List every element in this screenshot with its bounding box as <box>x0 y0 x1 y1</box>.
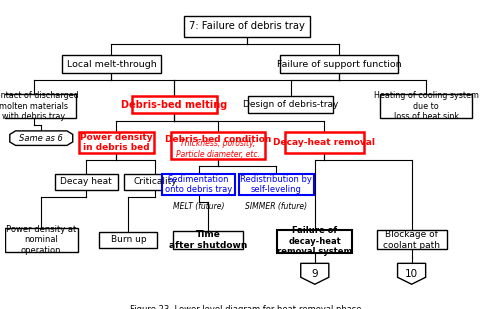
Text: Debris-bed condition: Debris-bed condition <box>165 135 271 144</box>
Text: Sedimentation
onto debris tray: Sedimentation onto debris tray <box>165 175 232 194</box>
Text: Criticality: Criticality <box>133 177 177 186</box>
FancyBboxPatch shape <box>55 174 118 190</box>
FancyBboxPatch shape <box>285 132 365 153</box>
FancyBboxPatch shape <box>0 94 77 118</box>
Text: Power density at
nominal
operation: Power density at nominal operation <box>6 225 77 255</box>
Polygon shape <box>10 131 73 146</box>
FancyBboxPatch shape <box>173 231 244 248</box>
Text: Debris-bed melting: Debris-bed melting <box>121 100 228 110</box>
Text: Failure of
decay-heat
removal system: Failure of decay-heat removal system <box>277 226 352 256</box>
FancyBboxPatch shape <box>62 55 161 73</box>
FancyBboxPatch shape <box>171 132 265 159</box>
Text: Thickness, porosity,
Particle diameter, etc.: Thickness, porosity, Particle diameter, … <box>176 139 260 159</box>
Text: 10: 10 <box>405 269 418 279</box>
Polygon shape <box>398 263 426 284</box>
Text: 7: Failure of debris tray: 7: Failure of debris tray <box>189 21 305 31</box>
Text: Decay-heat removal: Decay-heat removal <box>274 138 375 147</box>
FancyBboxPatch shape <box>280 55 398 73</box>
Text: Power density
in debris bed: Power density in debris bed <box>80 133 153 152</box>
Text: Failure of support function: Failure of support function <box>277 60 401 69</box>
FancyBboxPatch shape <box>132 96 217 113</box>
Text: Time
after shutdown: Time after shutdown <box>169 230 247 249</box>
Text: Local melt-through: Local melt-through <box>67 60 156 69</box>
Text: Blockage of
coolant path: Blockage of coolant path <box>383 230 440 249</box>
FancyBboxPatch shape <box>79 132 154 153</box>
FancyBboxPatch shape <box>124 174 186 190</box>
FancyBboxPatch shape <box>380 94 472 118</box>
Text: Burn up: Burn up <box>111 235 146 244</box>
Polygon shape <box>301 263 329 284</box>
Text: Figure 23. Lower-level diagram for heat-removal phase.: Figure 23. Lower-level diagram for heat-… <box>130 305 364 309</box>
FancyBboxPatch shape <box>277 230 352 253</box>
Text: Heating of cooling system
due to
loss of heat sink: Heating of cooling system due to loss of… <box>373 91 479 121</box>
FancyBboxPatch shape <box>162 174 235 195</box>
Text: SIMMER (future): SIMMER (future) <box>245 202 307 211</box>
Text: Contact of discharged
molten materials
with debris tray: Contact of discharged molten materials w… <box>0 91 79 121</box>
FancyBboxPatch shape <box>248 96 333 113</box>
Text: Redistribution by
self-leveling: Redistribution by self-leveling <box>240 175 312 194</box>
FancyBboxPatch shape <box>376 231 447 249</box>
FancyBboxPatch shape <box>99 232 158 248</box>
FancyBboxPatch shape <box>5 228 78 252</box>
Text: Same as 6: Same as 6 <box>19 134 63 143</box>
FancyBboxPatch shape <box>239 174 314 195</box>
Text: Design of debris-tray: Design of debris-tray <box>243 100 338 109</box>
Text: MELT (future): MELT (future) <box>173 202 224 211</box>
Text: Decay heat: Decay heat <box>60 177 112 186</box>
FancyBboxPatch shape <box>184 16 310 37</box>
Text: 9: 9 <box>311 269 318 279</box>
